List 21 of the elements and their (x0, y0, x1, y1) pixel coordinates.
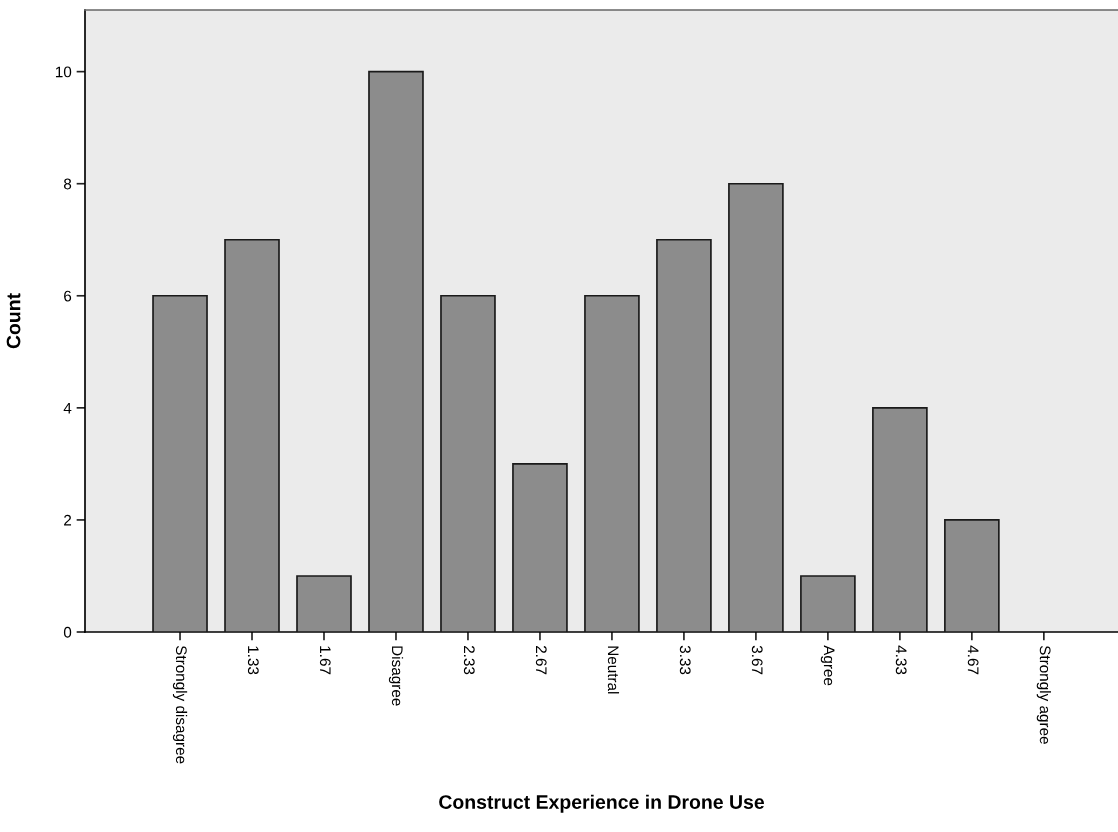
x-tick-label: 4.33 (895, 645, 907, 675)
x-tick-label: 3.67 (751, 645, 763, 675)
x-tick-label: 1.67 (319, 646, 331, 675)
x-tick-label: Disagree (388, 646, 404, 706)
y-tick-label: 2 (64, 514, 72, 526)
y-tick-label: 6 (64, 290, 72, 302)
x-tick-label: Agree (820, 645, 835, 686)
y-tick-label: 8 (63, 178, 72, 190)
y-tick-label: 4 (63, 402, 72, 414)
x-tick-label: Strongly agree (1036, 645, 1051, 744)
x-tick-label: 2.67 (535, 645, 547, 675)
x-tick-label: 3.33 (679, 645, 691, 675)
x-tick-label: Neutral (607, 646, 620, 694)
y-tick-label: 10 (55, 66, 72, 78)
y-axis-title: Count (6, 293, 21, 349)
x-tick-label: 4.67 (967, 645, 979, 675)
x-tick-label: 2.33 (463, 645, 475, 675)
x-tick-label: 1.33 (247, 646, 259, 675)
x-tick-label: Strongly disagree (172, 645, 188, 764)
y-tick-label: 0 (63, 626, 72, 638)
x-axis-title: Construct Experience in Drone Use (439, 794, 765, 813)
